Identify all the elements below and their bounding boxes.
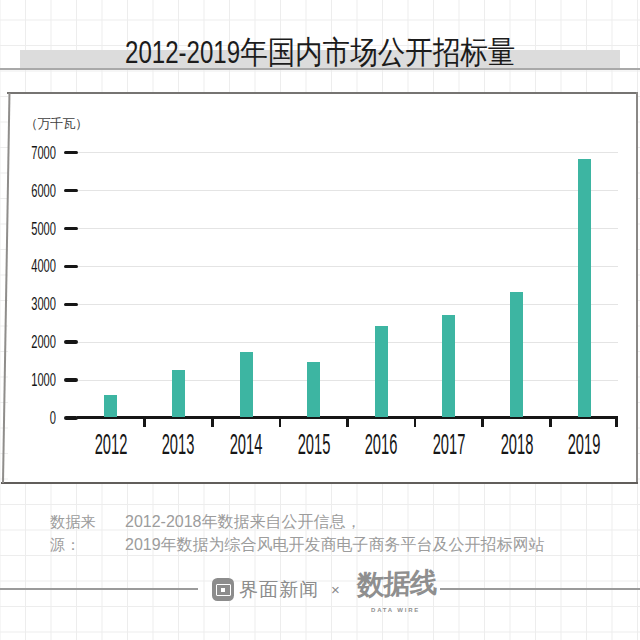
x-axis-label: 2013 [162, 429, 195, 459]
x-axis-boundary-tick [549, 419, 552, 427]
panel-border-top [7, 92, 638, 94]
source-line-2: 2019年数据为综合风电开发商电子商务平台及公开招标网站 [125, 533, 545, 556]
page-title: 2012-2019年国内市场公开招标量 [0, 33, 640, 72]
y-axis-tick [64, 265, 78, 269]
y-axis-label: 6000 [21, 182, 56, 200]
x-axis-label: 2018 [500, 429, 533, 459]
x-axis-boundary-tick [414, 419, 417, 427]
y-axis-label: 2000 [21, 333, 56, 351]
title-cjk-part: 年国内市场公开招标量 [240, 33, 515, 72]
datawire-logo-subtext: DATA WIRE [371, 607, 420, 613]
y-axis-label: 1000 [21, 371, 56, 389]
data-source-note: 数据来源： 2012-2018年数据来自公开信息， 2019年数据为综合风电开发… [50, 510, 545, 556]
plot-gridline [78, 152, 618, 153]
x-axis-boundary-tick [346, 419, 349, 427]
x-axis-boundary-tick [143, 419, 146, 427]
footer-rule-left [0, 588, 198, 590]
jiemian-logo-dot [221, 588, 225, 592]
plot-gridline [78, 266, 618, 267]
y-axis-unit-label: （万千瓦） [25, 115, 88, 133]
footer-rule-right [440, 588, 640, 590]
plot-gridline [78, 228, 618, 229]
x-axis-boundary-tick [279, 419, 282, 427]
y-axis-label: 5000 [21, 220, 56, 238]
y-axis-tick [64, 378, 78, 382]
jiemian-brand-text: 界面新闻 [239, 579, 319, 600]
panel-border-bottom [1, 482, 638, 484]
y-axis-tick [64, 227, 78, 231]
y-axis-label: 0 [21, 409, 56, 427]
bar-2018 [510, 292, 523, 418]
x-axis-boundary-tick [211, 419, 214, 427]
source-line-1: 2012-2018年数据来自公开信息， [125, 510, 545, 533]
jiemian-logo-icon [212, 578, 234, 601]
title-latin-part: 2012-2019 [125, 33, 240, 72]
bar-2019 [578, 159, 591, 418]
bar-2016 [375, 326, 388, 417]
y-axis-tick [64, 416, 78, 420]
x-axis-label: 2016 [365, 429, 398, 459]
bar-2013 [172, 370, 185, 417]
y-axis-label: 3000 [21, 295, 56, 313]
y-axis-tick [64, 340, 78, 344]
source-label: 数据来源： [50, 510, 125, 556]
y-axis-tick [64, 189, 78, 193]
bar-2014 [240, 352, 253, 417]
datawire-logo-text: 数据线 [356, 566, 437, 603]
bar-2012 [104, 395, 117, 417]
x-axis-boundary-tick [481, 419, 484, 427]
bar-2017 [442, 315, 455, 417]
x-axis-label: 2017 [433, 429, 466, 459]
source-lines: 2012-2018年数据来自公开信息， 2019年数据为综合风电开发商电子商务平… [125, 510, 545, 556]
x-axis-label: 2015 [297, 429, 330, 459]
panel-border-right [636, 92, 638, 483]
brand-separator: × [331, 581, 340, 598]
bar-2015 [307, 362, 320, 417]
x-axis-label: 2014 [230, 429, 263, 459]
x-axis-label: 2019 [568, 429, 601, 459]
y-axis-tick [64, 303, 78, 307]
plot-gridline [78, 304, 618, 305]
chart-panel [8, 92, 638, 484]
plot-gridline [78, 190, 618, 191]
plot-gridline [78, 380, 618, 381]
x-axis-label: 2012 [94, 429, 127, 459]
y-axis-label: 4000 [21, 257, 56, 275]
plot-gridline [78, 342, 618, 343]
x-axis-end-tick [615, 419, 618, 427]
y-axis-label: 7000 [21, 144, 56, 162]
y-axis-tick [64, 151, 78, 155]
